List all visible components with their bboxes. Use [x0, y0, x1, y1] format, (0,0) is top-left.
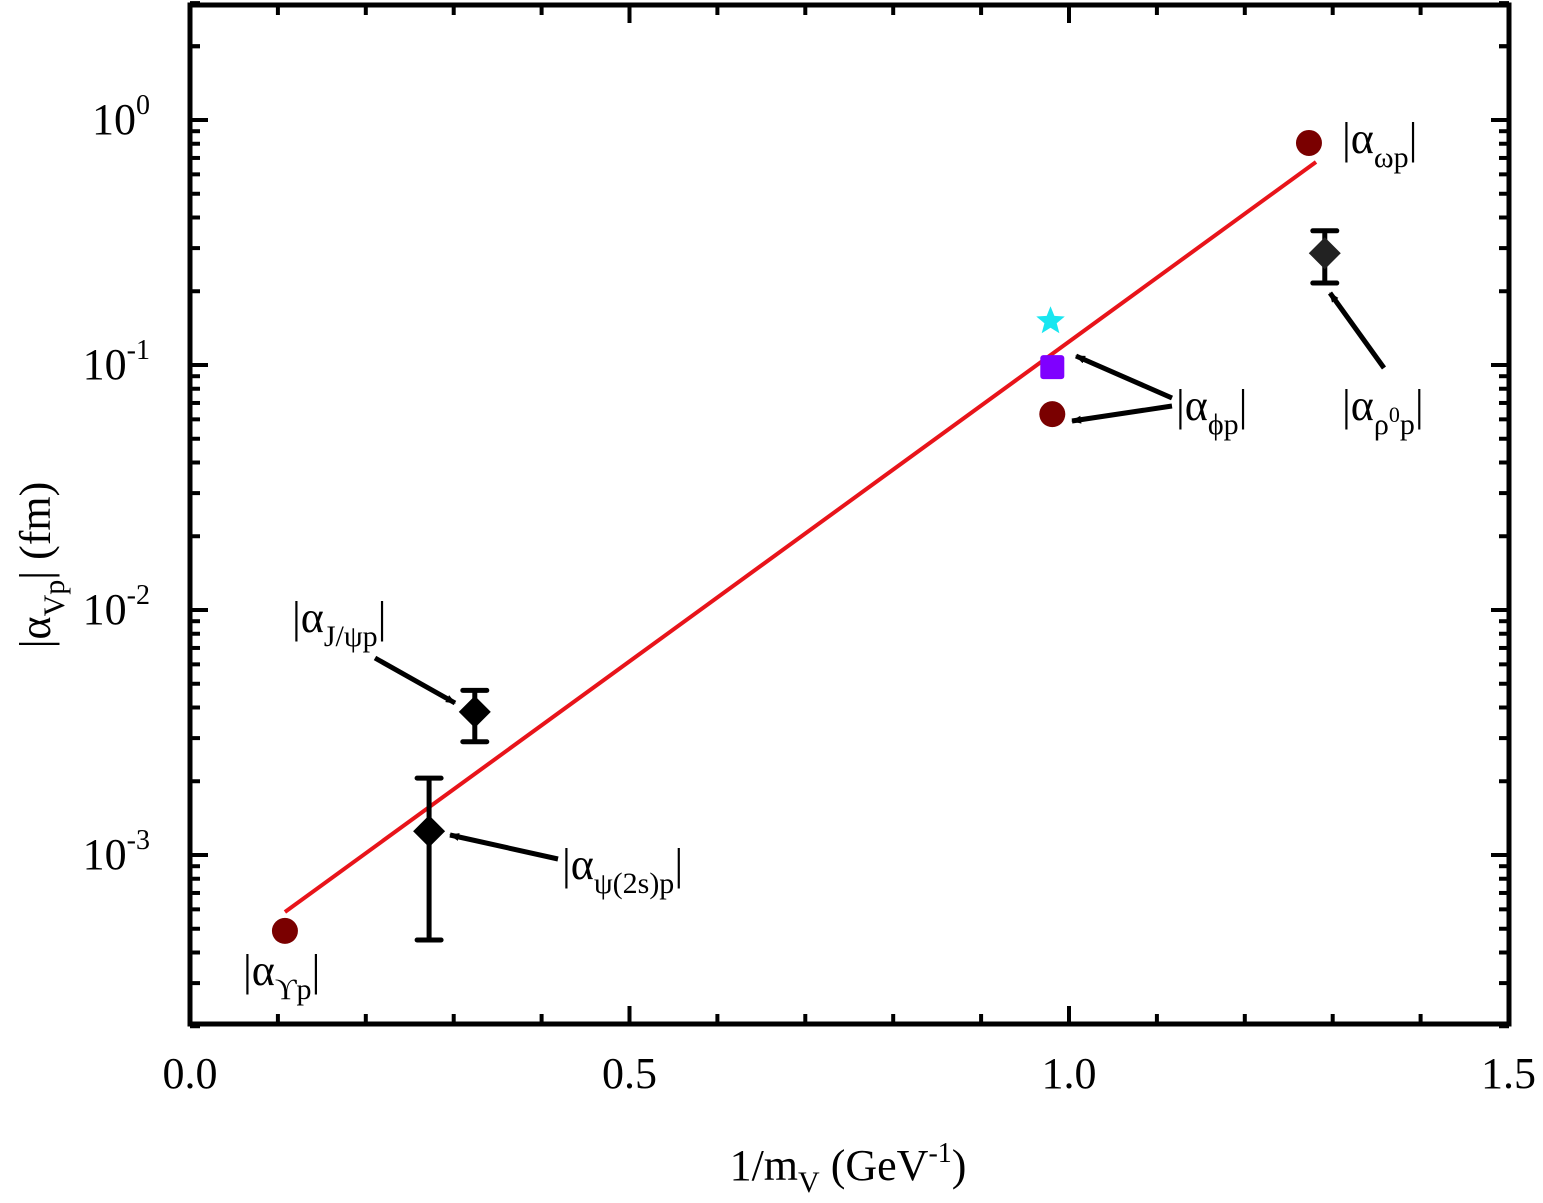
label-phi: |αϕp|: [1176, 381, 1247, 441]
point-diamond-rho0: [1308, 237, 1341, 270]
axis-tick-labels: 0.0 0.5 1.0 1.5 100 10-1 10-2 10-3: [83, 90, 1536, 1098]
point-circle-upsilon: [271, 917, 298, 944]
y-tick-label: 100: [92, 90, 150, 144]
arrow-psi2s: [449, 832, 559, 862]
x-tick-label: 1.0: [1042, 1049, 1097, 1098]
point-square-phi-square: [1040, 355, 1065, 380]
annotation-arrows: [373, 291, 1387, 862]
label-upsilon: |αϒp|: [243, 946, 320, 1006]
arrow-phi-square: [1074, 353, 1174, 401]
point-circle-phi: [1039, 401, 1066, 428]
label-jpsi: |αJ/ψp|: [292, 593, 386, 653]
point-diamond-jpsi: [458, 695, 491, 728]
x-axis-title: 1/mV (GeV-1): [730, 1138, 967, 1199]
label-psi2s: |αψ(2s)p|: [562, 840, 683, 900]
arrow-jpsi: [373, 655, 457, 706]
x-tick-label: 0.0: [163, 1049, 218, 1098]
point-circle-omega: [1295, 129, 1322, 156]
axis-ticks: [190, 1, 1509, 1029]
error-bars: [414, 228, 1340, 943]
x-tick-label: 1.5: [1481, 1049, 1536, 1098]
data-markers: [271, 129, 1341, 944]
y-axis-title: |αVp| (fm): [11, 482, 71, 649]
y-tick-label: 10-3: [83, 825, 150, 879]
point-star-phi-star: [1036, 306, 1065, 334]
x-tick-label: 0.5: [602, 1049, 657, 1098]
label-omega: |αωp|: [1342, 114, 1417, 174]
fit-line: [283, 160, 1318, 914]
plot-frame: [187, 2, 1512, 1027]
arrow-rho0: [1327, 291, 1387, 370]
label-rho0: |αρ0p|: [1342, 381, 1424, 441]
point-diamond-psi2s: [413, 815, 446, 848]
y-tick-label: 10-2: [83, 580, 150, 634]
arrow-phi-circle: [1071, 403, 1173, 424]
y-tick-label: 10-1: [83, 335, 150, 389]
